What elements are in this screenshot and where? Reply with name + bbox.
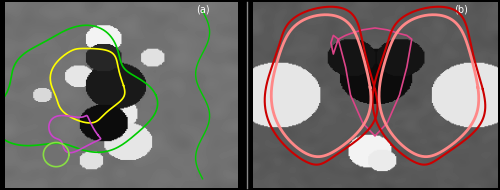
Text: (a): (a) — [196, 5, 209, 15]
Text: (b): (b) — [454, 5, 468, 15]
